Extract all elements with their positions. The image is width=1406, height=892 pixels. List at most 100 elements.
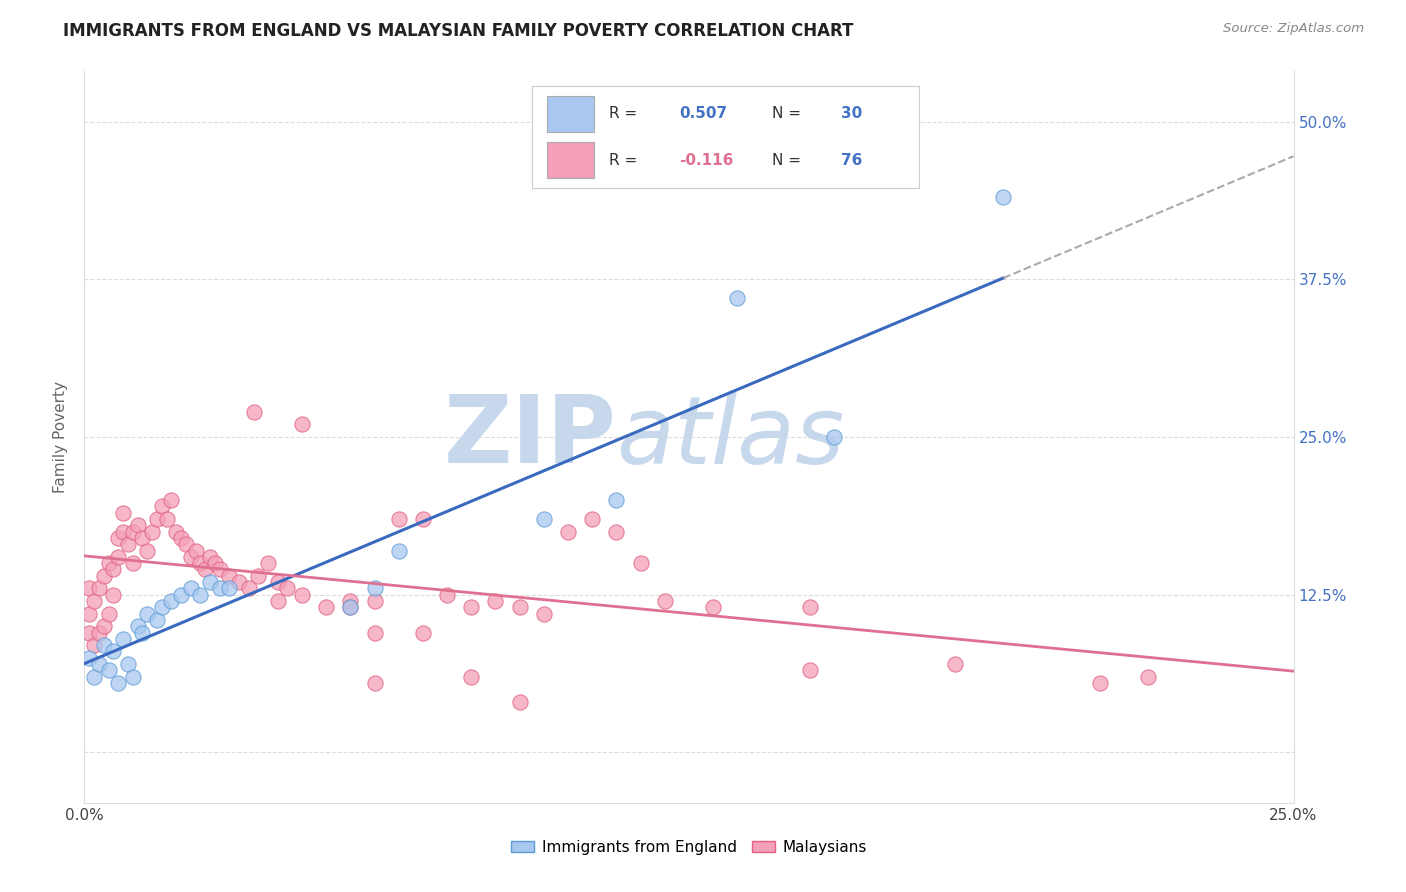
Point [117, 537, 139, 551]
Point [257, 556, 280, 570]
Point [436, 588, 458, 602]
Point [198, 575, 221, 590]
Point [141, 524, 163, 539]
Point [218, 569, 240, 583]
Point [204, 556, 226, 570]
Point [267, 594, 290, 608]
Point [103, 644, 125, 658]
Point [993, 190, 1015, 204]
Point [339, 600, 361, 615]
Point [150, 600, 173, 615]
Point [363, 594, 385, 608]
Point [208, 582, 231, 596]
Point [117, 657, 139, 671]
Point [87, 582, 110, 596]
Point [388, 512, 411, 526]
Point [121, 524, 143, 539]
Point [136, 607, 159, 621]
Point [630, 556, 652, 570]
Point [238, 582, 260, 596]
Point [315, 600, 337, 615]
Point [107, 549, 129, 564]
Point [107, 531, 129, 545]
Point [150, 500, 173, 514]
Point [190, 556, 212, 570]
Point [131, 625, 153, 640]
Point [180, 582, 202, 596]
Point [160, 594, 183, 608]
Point [103, 562, 125, 576]
Point [127, 518, 149, 533]
Point [127, 619, 149, 633]
Point [121, 556, 143, 570]
Point [155, 512, 177, 526]
Point [160, 493, 183, 508]
Legend: Immigrants from England, Malaysians: Immigrants from England, Malaysians [505, 834, 873, 861]
Point [363, 582, 385, 596]
Point [339, 594, 361, 608]
Point [170, 588, 193, 602]
Point [412, 512, 434, 526]
Point [184, 543, 207, 558]
Point [242, 405, 264, 419]
Point [190, 588, 212, 602]
Point [131, 531, 153, 545]
Point [146, 512, 169, 526]
Point [943, 657, 966, 671]
Point [533, 607, 555, 621]
Point [87, 657, 110, 671]
Point [87, 625, 110, 640]
Point [174, 537, 197, 551]
Point [725, 291, 748, 305]
Point [484, 594, 506, 608]
Point [581, 512, 603, 526]
Point [363, 625, 385, 640]
Point [165, 524, 187, 539]
Point [412, 625, 434, 640]
Point [170, 531, 193, 545]
Text: IMMIGRANTS FROM ENGLAND VS MALAYSIAN FAMILY POVERTY CORRELATION CHART: IMMIGRANTS FROM ENGLAND VS MALAYSIAN FAM… [63, 22, 853, 40]
Point [799, 600, 821, 615]
Point [1137, 670, 1160, 684]
Point [291, 417, 314, 432]
Point [121, 670, 143, 684]
Point [83, 594, 105, 608]
Y-axis label: Family Poverty: Family Poverty [53, 381, 69, 493]
Point [228, 575, 250, 590]
Point [112, 506, 135, 520]
Point [93, 569, 115, 583]
Text: Source: ZipAtlas.com: Source: ZipAtlas.com [1223, 22, 1364, 36]
Point [208, 562, 231, 576]
Point [388, 543, 411, 558]
Point [83, 670, 105, 684]
Point [605, 524, 627, 539]
Point [136, 543, 159, 558]
Point [654, 594, 676, 608]
Point [267, 575, 290, 590]
Point [194, 562, 217, 576]
Point [77, 650, 100, 665]
Point [509, 695, 531, 709]
Point [97, 556, 120, 570]
Point [533, 512, 555, 526]
Point [107, 676, 129, 690]
Point [97, 607, 120, 621]
Point [93, 638, 115, 652]
Point [799, 664, 821, 678]
Point [823, 430, 845, 444]
Point [93, 619, 115, 633]
Point [339, 600, 361, 615]
Point [112, 632, 135, 646]
Point [112, 524, 135, 539]
Point [509, 600, 531, 615]
Point [146, 613, 169, 627]
Text: ZIP: ZIP [443, 391, 616, 483]
Point [291, 588, 314, 602]
Point [198, 549, 221, 564]
Point [77, 607, 100, 621]
Point [557, 524, 579, 539]
Point [702, 600, 724, 615]
Point [460, 600, 482, 615]
Point [77, 582, 100, 596]
Text: atlas: atlas [616, 392, 845, 483]
